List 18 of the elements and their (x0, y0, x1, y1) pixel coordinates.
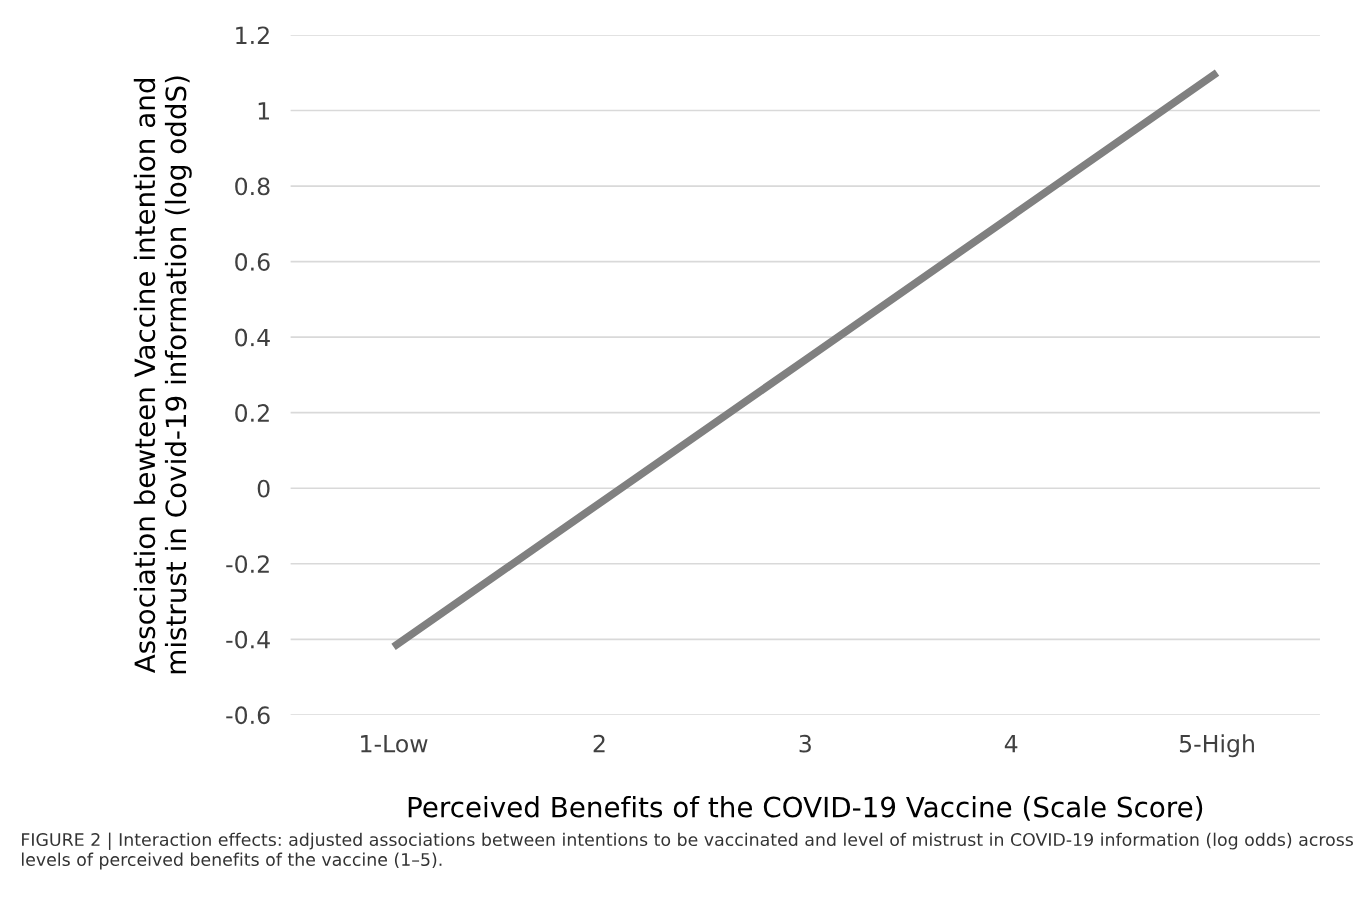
x-tick-label: 1-Low (361, 735, 428, 753)
y-tick-label: 1.2 (236, 26, 269, 44)
y-tick-label: -0.4 (226, 630, 270, 649)
y-tick-label: -0.2 (226, 555, 269, 574)
x-tick-label: 5-High (1179, 734, 1254, 758)
y-tick-label: 0.4 (235, 328, 270, 347)
caption: FIGURE 2 | Interaction effects: adjusted associations between intentions to be vaccinated and level of mistrust in COVID-19 information (log odds) across levels of perceived benefits of the vaccine (1–5). (22, 832, 1353, 870)
y-tick-label: 0.8 (235, 177, 270, 196)
x-tick-label: 2 (593, 734, 605, 753)
y-tick-label: 1 (258, 102, 269, 120)
y-axis-title: Association bewteen Vaccine intention and mistrust in Covid-19 information (log oddS) (133, 76, 192, 674)
y-tick-label: 0.2 (235, 404, 269, 422)
x-tick-label: 4 (1004, 735, 1018, 753)
y-tick-label: 0.6 (235, 253, 270, 271)
y-tick-label: -0.6 (226, 706, 270, 725)
x-tick-label: 3 (799, 734, 811, 753)
x-axis-title: Perceived Benefits of the COVID-19 Vaccine (Scale Score) (408, 796, 1203, 821)
y-tick-label: 0 (257, 479, 270, 498)
